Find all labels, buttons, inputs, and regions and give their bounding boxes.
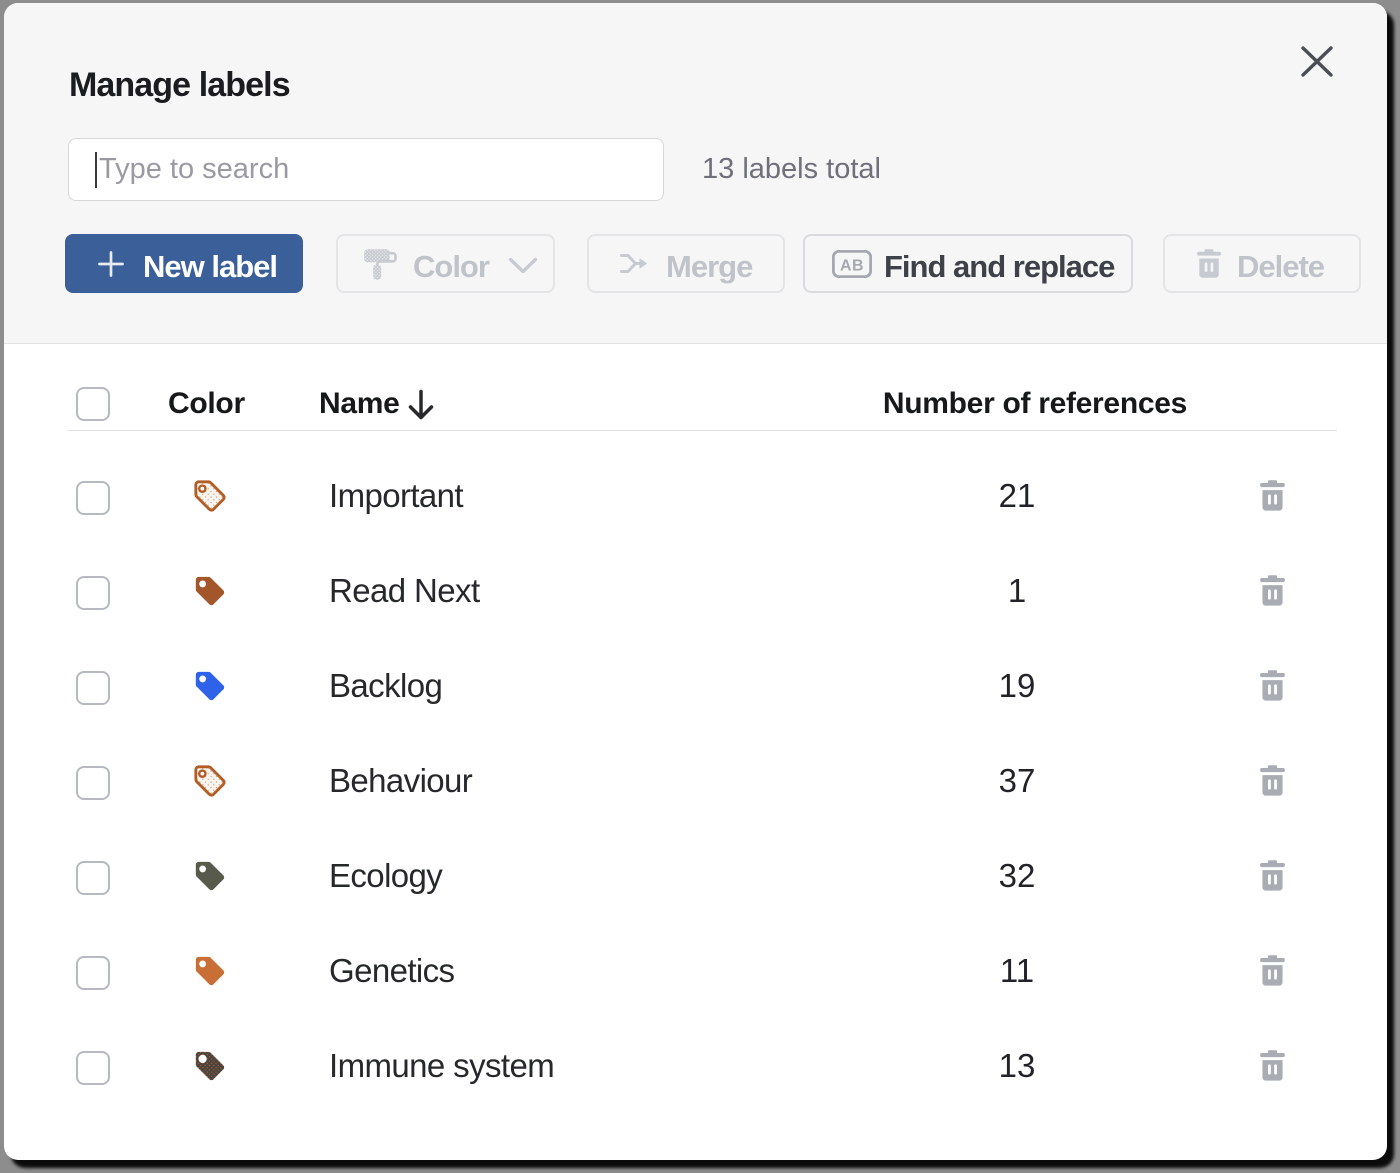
svg-text:AB: AB <box>840 257 864 274</box>
